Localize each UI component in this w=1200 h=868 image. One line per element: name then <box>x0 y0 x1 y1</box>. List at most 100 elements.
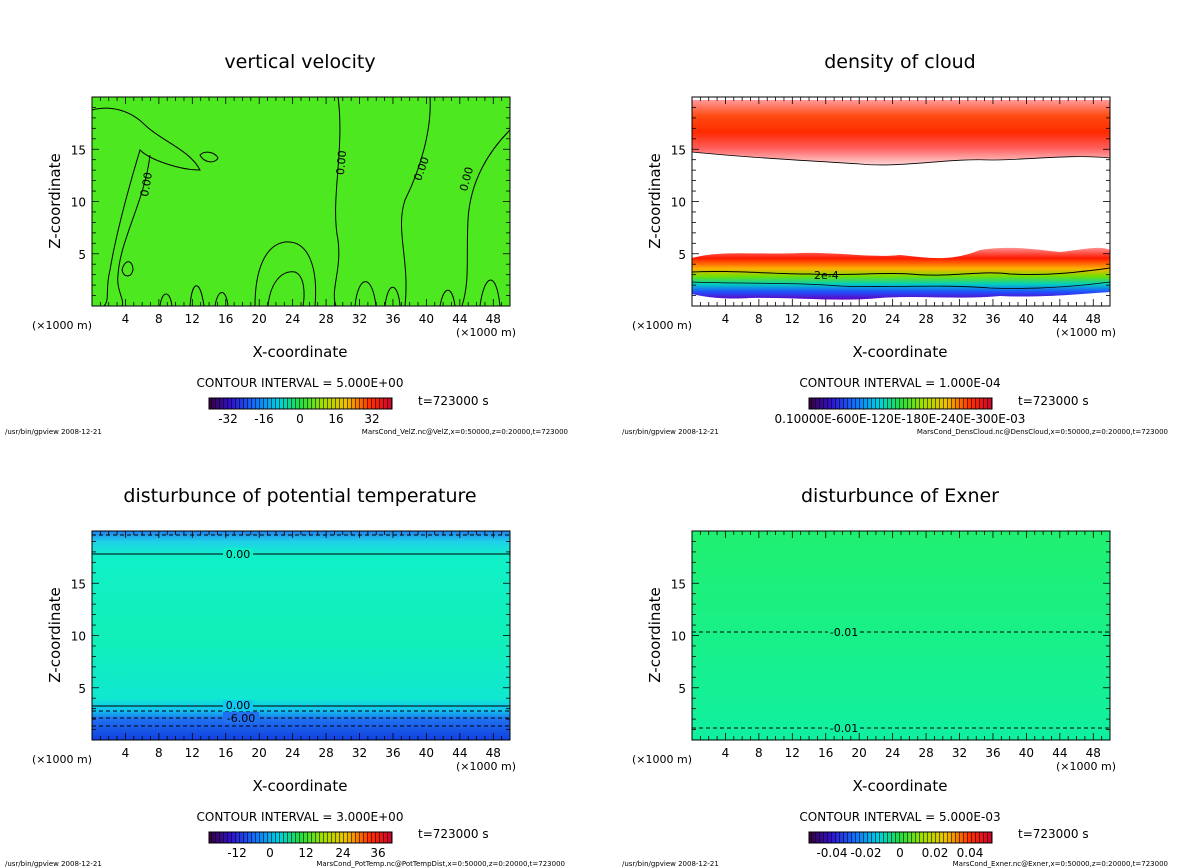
contour-label: 0.00 <box>334 150 349 176</box>
colorbar-stripes <box>209 832 392 843</box>
colorbar-tick: 0 <box>896 846 904 860</box>
colorbar-tick: 0 <box>296 412 304 426</box>
contour-lines <box>91 96 511 307</box>
panel-title: disturbunce of potential temperature <box>123 485 476 507</box>
x-tick-label: 32 <box>952 746 967 760</box>
panel-title: vertical velocity <box>224 51 375 73</box>
footer-program: /usr/bin/gpview 2008-12-21 <box>5 428 102 436</box>
x-tick-label: 48 <box>1086 746 1101 760</box>
colorbar-tick: 16 <box>328 412 343 426</box>
y-tick-label: 10 <box>671 630 686 644</box>
time-label: t=723000 s <box>1018 827 1089 841</box>
x-tick-label: 40 <box>419 746 434 760</box>
x-tick-label: 40 <box>1019 746 1034 760</box>
x-tick-label: 12 <box>185 746 200 760</box>
y-tick-label: 10 <box>71 196 86 210</box>
x-tick-label: 20 <box>852 746 867 760</box>
y-tick-label: 15 <box>671 577 686 591</box>
footer-program: /usr/bin/gpview 2008-12-21 <box>5 860 102 868</box>
x-tick-label: 32 <box>352 746 367 760</box>
colorbar-frame <box>808 397 993 410</box>
y-tick-label: 15 <box>671 143 686 157</box>
x-tick-label: 48 <box>1086 312 1101 326</box>
x-tick-label: 24 <box>285 746 300 760</box>
x-tick-label: 28 <box>918 312 933 326</box>
x-tick-label: 40 <box>1019 312 1034 326</box>
x-unit-right: (×1000 m) <box>1056 760 1116 773</box>
x-unit-right: (×1000 m) <box>1056 326 1116 339</box>
y-axis-label: Z-coordinate <box>46 153 64 248</box>
panel-density-of-cloud: density of cloud 2e-4 4 8 12 16 20 24 28 32 36 40… <box>622 51 1168 436</box>
x-axis-label: X-coordinate <box>253 343 348 361</box>
colorbar-tick: -0.02 <box>850 846 881 860</box>
x-tick-label: 44 <box>1052 312 1067 326</box>
colorbar-tick: -12 <box>227 846 247 860</box>
footer-file: MarsCond_VelZ.nc@VelZ,x=0:50000,z=0:2000… <box>362 428 568 436</box>
contour-label-bg <box>223 712 259 723</box>
panel-title: density of cloud <box>824 51 976 73</box>
x-tick-label: 4 <box>722 746 730 760</box>
footer-file: MarsCond_DensCloud.nc@DensCloud,x=0:5000… <box>917 428 1168 436</box>
x-tick-label: 48 <box>486 746 501 760</box>
x-tick-label: 32 <box>352 312 367 326</box>
colorbar-tick: 12 <box>298 846 313 860</box>
x-tick-label: 16 <box>818 312 833 326</box>
contour-interval: CONTOUR INTERVAL = 3.000E+00 <box>197 810 404 824</box>
panel-exner: disturbunce of Exner -0.01 -0.01 4 8 12 16 2… <box>622 485 1168 868</box>
contour-label-bg <box>223 548 253 560</box>
x-tick-label: 20 <box>252 312 267 326</box>
x-tick-label: 8 <box>755 746 763 760</box>
colorbar-tick-labels: 0.10000E-600E-120E-180E-240E-300E-03 <box>775 412 1026 426</box>
x-tick-label: 28 <box>318 746 333 760</box>
contour-label-bg <box>828 722 860 734</box>
colorbar-tick: 0.04 <box>957 846 984 860</box>
x-tick-label: 28 <box>318 312 333 326</box>
x-tick-label: 48 <box>486 312 501 326</box>
contour-label: 0.00 <box>138 171 155 197</box>
time-label: t=723000 s <box>418 827 489 841</box>
y-tick-label: 15 <box>71 577 86 591</box>
x-tick-label: 44 <box>1052 746 1067 760</box>
x-tick-label: 8 <box>155 312 163 326</box>
contour-label-bg <box>828 626 860 638</box>
x-axis-label: X-coordinate <box>253 777 348 795</box>
x-tick-label: 8 <box>755 312 763 326</box>
x-tick-label: 16 <box>218 312 233 326</box>
x-tick-label: 4 <box>122 312 130 326</box>
x-axis-label: X-coordinate <box>853 343 948 361</box>
plot-area <box>92 97 510 306</box>
colorbar-tick: 0 <box>266 846 274 860</box>
colorbar-tick: 36 <box>370 846 385 860</box>
colorbar-tick: -0.04 <box>816 846 847 860</box>
cloud-layer-upper-edge <box>691 151 1111 166</box>
x-axis-label: X-coordinate <box>853 777 948 795</box>
colorbar-tick: 0.02 <box>922 846 949 860</box>
y-axis-label: Z-coordinate <box>646 153 664 248</box>
x-tick-label: 4 <box>722 312 730 326</box>
x-unit-left: (×1000 m) <box>632 319 692 332</box>
x-tick-label: 12 <box>785 746 800 760</box>
plot-area <box>92 531 510 740</box>
colorbar-stripes <box>209 398 392 409</box>
y-tick-label: 5 <box>78 248 86 262</box>
contour-label: 0.00 <box>226 699 251 712</box>
contour-label: 0.00 <box>226 548 251 561</box>
x-unit-right: (×1000 m) <box>456 760 516 773</box>
y-tick-label: 10 <box>71 630 86 644</box>
x-tick-label: 36 <box>985 312 1000 326</box>
cloud-layer-upper <box>692 100 1110 165</box>
x-unit-left: (×1000 m) <box>632 753 692 766</box>
y-tick-label: 5 <box>678 682 686 696</box>
contour-label: 0.00 <box>457 166 476 193</box>
x-tick-label: 28 <box>918 746 933 760</box>
contour-interval: CONTOUR INTERVAL = 1.000E-04 <box>799 376 1000 390</box>
x-tick-label: 16 <box>818 746 833 760</box>
x-tick-label: 24 <box>885 746 900 760</box>
time-label: t=723000 s <box>418 394 489 408</box>
colorbar-tick: -16 <box>254 412 274 426</box>
y-tick-label: 5 <box>678 248 686 262</box>
y-axis-label: Z-coordinate <box>646 587 664 682</box>
footer-program: /usr/bin/gpview 2008-12-21 <box>622 428 719 436</box>
